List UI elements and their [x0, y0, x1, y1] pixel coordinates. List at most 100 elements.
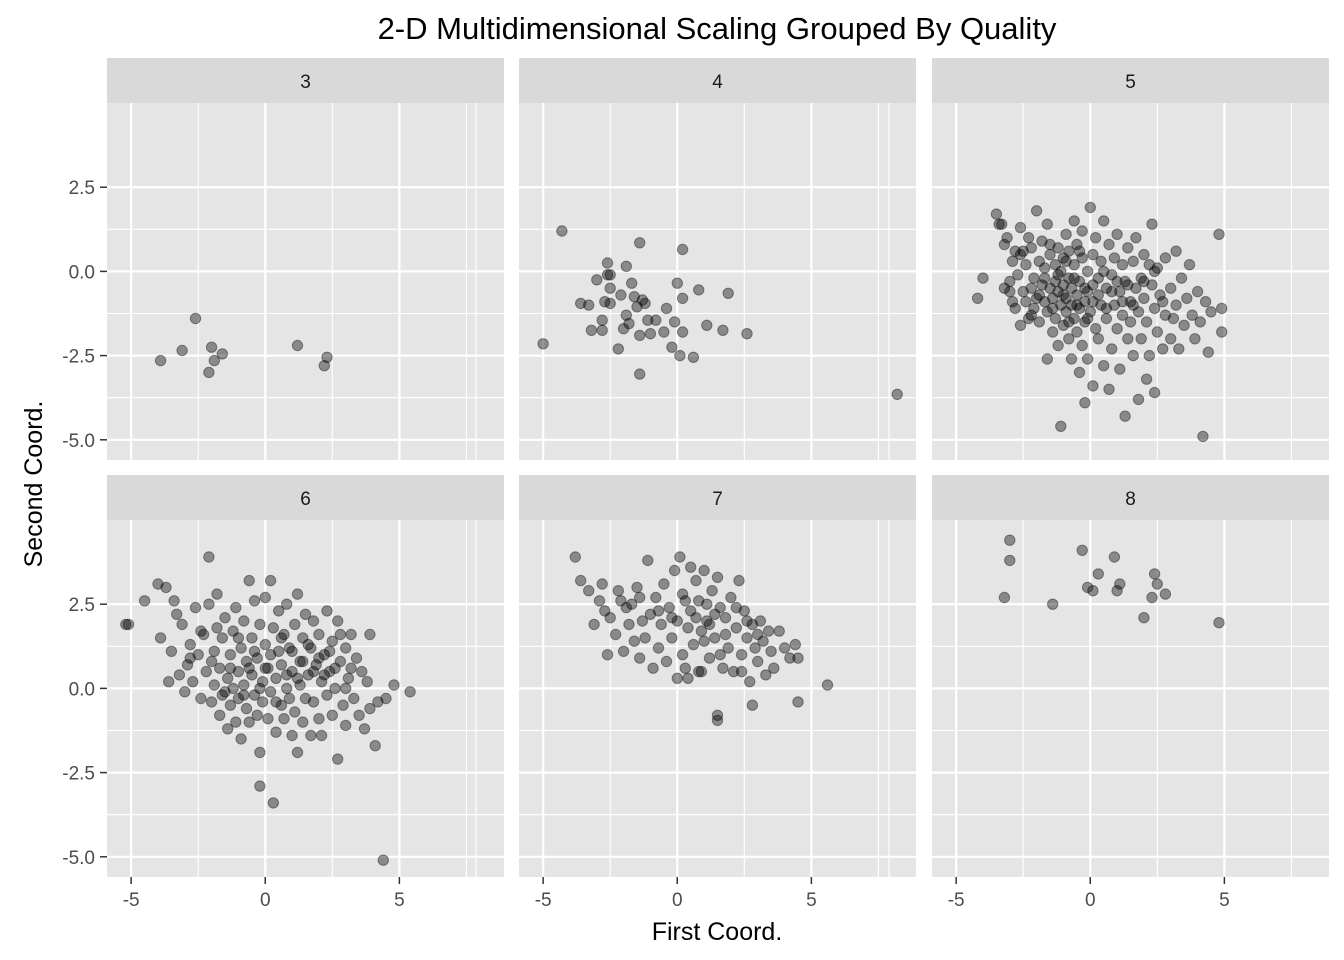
data-point — [1197, 430, 1209, 443]
data-point — [698, 635, 710, 647]
data-point — [615, 595, 627, 607]
scatter-points-8 — [998, 534, 1225, 629]
data-point — [585, 324, 598, 336]
data-point — [1098, 360, 1110, 372]
data-point — [264, 686, 277, 698]
data-point — [628, 635, 640, 647]
data-point — [321, 689, 333, 701]
data-point — [1103, 238, 1115, 251]
data-point — [160, 581, 172, 594]
data-point — [1084, 201, 1097, 214]
data-point — [1068, 312, 1080, 325]
data-point — [617, 645, 630, 657]
data-point — [216, 632, 229, 644]
data-point — [1033, 316, 1046, 328]
data-point — [1004, 275, 1016, 288]
data-point — [1202, 346, 1215, 358]
data-point — [286, 645, 298, 657]
data-point — [1022, 232, 1035, 244]
data-point — [998, 238, 1011, 251]
data-point — [1092, 333, 1105, 345]
data-point — [297, 716, 309, 728]
data-point — [1009, 302, 1021, 315]
plot-background — [519, 520, 916, 877]
plot-background — [932, 103, 1329, 460]
data-point — [583, 585, 595, 597]
data-point — [1025, 309, 1038, 321]
data-point — [361, 676, 373, 688]
data-point — [617, 323, 630, 335]
data-point — [1044, 282, 1056, 294]
data-point — [717, 662, 729, 674]
data-point — [273, 605, 285, 617]
data-point — [1116, 309, 1129, 321]
data-point — [1100, 282, 1113, 294]
data-point — [323, 645, 336, 657]
data-point — [687, 351, 700, 363]
data-point — [1057, 319, 1070, 331]
data-point — [636, 615, 649, 627]
data-point — [1012, 269, 1024, 281]
data-point — [701, 598, 713, 610]
data-point — [208, 645, 221, 657]
data-point — [596, 578, 608, 590]
data-point — [701, 319, 713, 331]
data-point — [1063, 316, 1075, 328]
data-point — [1114, 363, 1126, 375]
data-point — [318, 669, 330, 681]
data-point — [714, 601, 726, 614]
data-point — [1108, 252, 1121, 264]
data-point — [695, 665, 708, 678]
data-point — [738, 605, 750, 617]
data-point — [227, 682, 239, 695]
data-point — [1100, 312, 1113, 325]
x-axis-title: First Coord. — [652, 918, 783, 946]
data-point — [757, 635, 769, 647]
facet-strip-label: 6 — [300, 489, 311, 510]
data-point — [765, 645, 777, 657]
data-point — [1047, 598, 1059, 610]
data-point — [642, 314, 654, 326]
data-point — [1216, 326, 1228, 338]
data-point — [998, 591, 1011, 604]
data-point — [1151, 578, 1164, 590]
data-point — [187, 676, 199, 688]
data-point — [620, 309, 632, 321]
data-point — [891, 388, 903, 400]
facet-panel-8: 8 — [888, 475, 1329, 877]
data-point — [1014, 221, 1027, 234]
data-point — [1060, 306, 1072, 318]
data-point — [259, 591, 271, 604]
data-point — [184, 638, 196, 651]
data-point — [676, 649, 689, 661]
data-point — [1065, 282, 1078, 294]
data-point — [1071, 238, 1083, 251]
data-point — [211, 588, 223, 600]
data-point — [1068, 215, 1080, 227]
data-point — [208, 354, 221, 367]
data-point — [323, 665, 336, 678]
data-point — [634, 237, 646, 249]
data-point — [262, 662, 274, 674]
data-point — [628, 291, 640, 303]
data-point — [329, 682, 341, 695]
scatter-points-5 — [971, 201, 1228, 443]
data-point — [326, 635, 338, 647]
x-tick-label: 0 — [1085, 890, 1096, 911]
data-point — [1004, 285, 1016, 298]
data-point — [219, 686, 231, 698]
data-point — [214, 709, 226, 721]
data-point — [1103, 383, 1115, 395]
y-tick-label: 2.5 — [69, 595, 95, 616]
data-point — [773, 625, 785, 637]
data-point — [1057, 279, 1070, 291]
data-point — [1071, 326, 1083, 338]
data-point — [208, 679, 221, 691]
data-point — [730, 622, 742, 634]
data-point — [1116, 259, 1129, 271]
data-point — [1079, 397, 1091, 409]
data-point — [310, 659, 322, 671]
data-point — [1100, 302, 1113, 315]
facet-panel-3: 3 — [63, 58, 504, 460]
